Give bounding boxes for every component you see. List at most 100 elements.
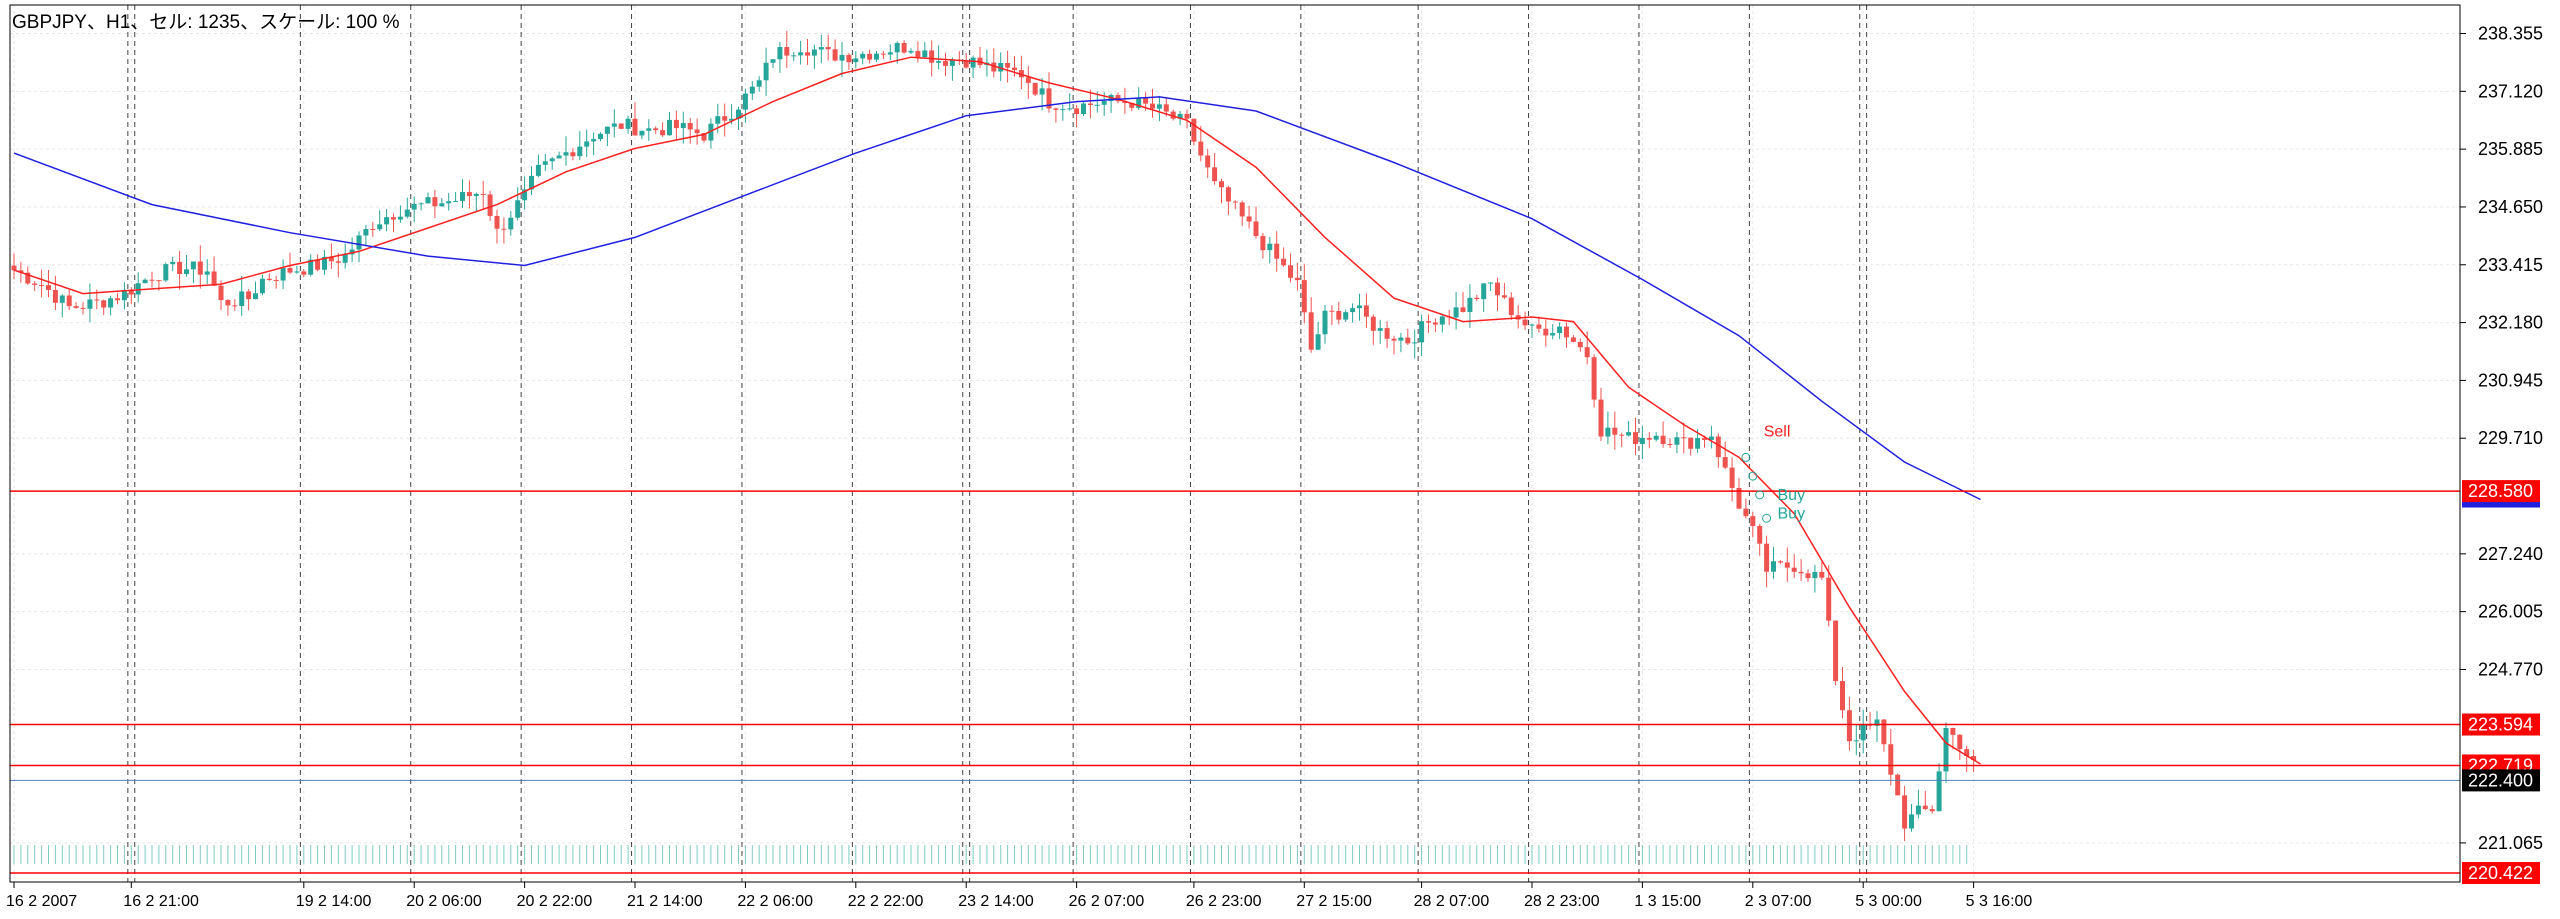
time-tick-label: 21 2 14:00 <box>627 893 703 910</box>
candle-body <box>1377 328 1383 331</box>
candle-body <box>239 291 245 306</box>
candle-body <box>770 59 776 63</box>
candle-body <box>411 203 417 210</box>
level-tag <box>2462 862 2540 884</box>
candle-body <box>1343 312 1349 320</box>
candle-body <box>32 283 38 285</box>
candle-body <box>687 123 693 130</box>
candle-body <box>1619 434 1625 436</box>
candle-body <box>156 280 162 282</box>
time-tick-label: 22 2 06:00 <box>737 893 813 910</box>
price-axis[interactable]: 238.355 237.120 235.885 234.650 233.415 232.1… <box>2460 24 2543 853</box>
candle-body <box>694 129 700 134</box>
candle-body <box>742 93 748 110</box>
candle-body <box>1156 104 1162 109</box>
candle-body <box>1633 432 1638 444</box>
candle-body <box>1750 516 1756 526</box>
candle-body <box>653 128 659 131</box>
bid-tag-text: 222.400 <box>2468 770 2533 790</box>
candle-body <box>1936 771 1942 812</box>
candle-body <box>715 116 721 124</box>
candle-body <box>825 47 831 50</box>
candle-body <box>1743 508 1749 517</box>
candle-body <box>1957 734 1963 750</box>
candle-body <box>763 62 769 81</box>
candle-body <box>798 52 804 56</box>
price-tick-label: 221.065 <box>2478 833 2543 853</box>
candle-body <box>1005 62 1011 68</box>
candle-body <box>1336 310 1342 320</box>
candle-body <box>1826 577 1832 621</box>
candle-body <box>818 47 824 50</box>
candle-body <box>894 43 900 53</box>
candle-body <box>1805 573 1811 579</box>
candle-body <box>1895 774 1901 796</box>
candle-body <box>1771 561 1776 572</box>
candle-body <box>108 298 114 308</box>
candle-body <box>218 285 224 301</box>
candle-body <box>646 128 652 131</box>
candle-body <box>1529 324 1535 326</box>
candle-body <box>529 175 534 190</box>
candle-body <box>777 47 783 60</box>
candle-body <box>342 254 348 263</box>
time-tick-label: 5 3 00:00 <box>1855 893 1922 910</box>
candle-body <box>1481 283 1487 300</box>
time-tick-label: 20 2 22:00 <box>517 893 593 910</box>
candle-body <box>998 62 1004 72</box>
candle-body <box>1398 337 1404 341</box>
candle-body <box>673 119 679 129</box>
candle-body <box>273 279 279 281</box>
time-tick-label: 20 2 06:00 <box>406 893 482 910</box>
candle-body <box>1929 809 1935 812</box>
time-tick-label: 23 2 14:00 <box>958 893 1034 910</box>
candle-body <box>535 164 541 176</box>
candle-body <box>1460 307 1466 312</box>
candle-body <box>943 61 948 66</box>
candle-body <box>466 192 472 197</box>
candle-body <box>1288 265 1293 278</box>
candle-body <box>701 133 707 141</box>
candle-body <box>225 300 231 306</box>
candle-body <box>1598 399 1604 437</box>
candle-body <box>563 152 569 156</box>
candle-body <box>1150 103 1155 109</box>
time-tick-label: 16 2 2007 <box>6 893 77 910</box>
candle-body <box>1322 310 1328 335</box>
candle-body <box>377 224 383 230</box>
time-tick-label: 16 2 21:00 <box>123 893 199 910</box>
candle-body <box>1115 94 1121 102</box>
candle-body <box>1536 324 1542 329</box>
candle-body <box>1915 805 1921 815</box>
candle-body <box>625 118 631 129</box>
time-axis[interactable]: 16 2 2007 16 2 21:00 19 2 14:00 20 2 06:00 2… <box>6 882 2032 910</box>
candle-body <box>853 58 859 63</box>
candle-body <box>591 139 597 142</box>
candle-body <box>46 285 51 290</box>
candle-body <box>1094 104 1100 106</box>
candle-body <box>246 291 252 300</box>
candle-body <box>1419 321 1425 343</box>
candle-body <box>142 279 148 284</box>
candle-body <box>121 290 127 301</box>
candle-body <box>101 300 107 308</box>
candle-body <box>1170 111 1176 119</box>
level-tag <box>2462 713 2540 736</box>
candle-body <box>280 268 286 281</box>
chart-title: GBPJPY、H1、セル: 1235、スケール: 100 % <box>12 12 400 33</box>
candle-body <box>1391 338 1397 341</box>
candle-body <box>570 152 576 157</box>
candle-body <box>135 283 141 295</box>
candle-body <box>1274 243 1280 259</box>
candle-body <box>1032 82 1038 95</box>
candle-body <box>1315 334 1321 350</box>
candle-body <box>1426 321 1431 323</box>
slow-ma-line <box>13 96 1981 501</box>
trade-mark <box>1762 513 1772 523</box>
candle-body <box>1143 97 1149 104</box>
candle-body <box>811 49 817 56</box>
candle-body <box>1605 427 1611 437</box>
